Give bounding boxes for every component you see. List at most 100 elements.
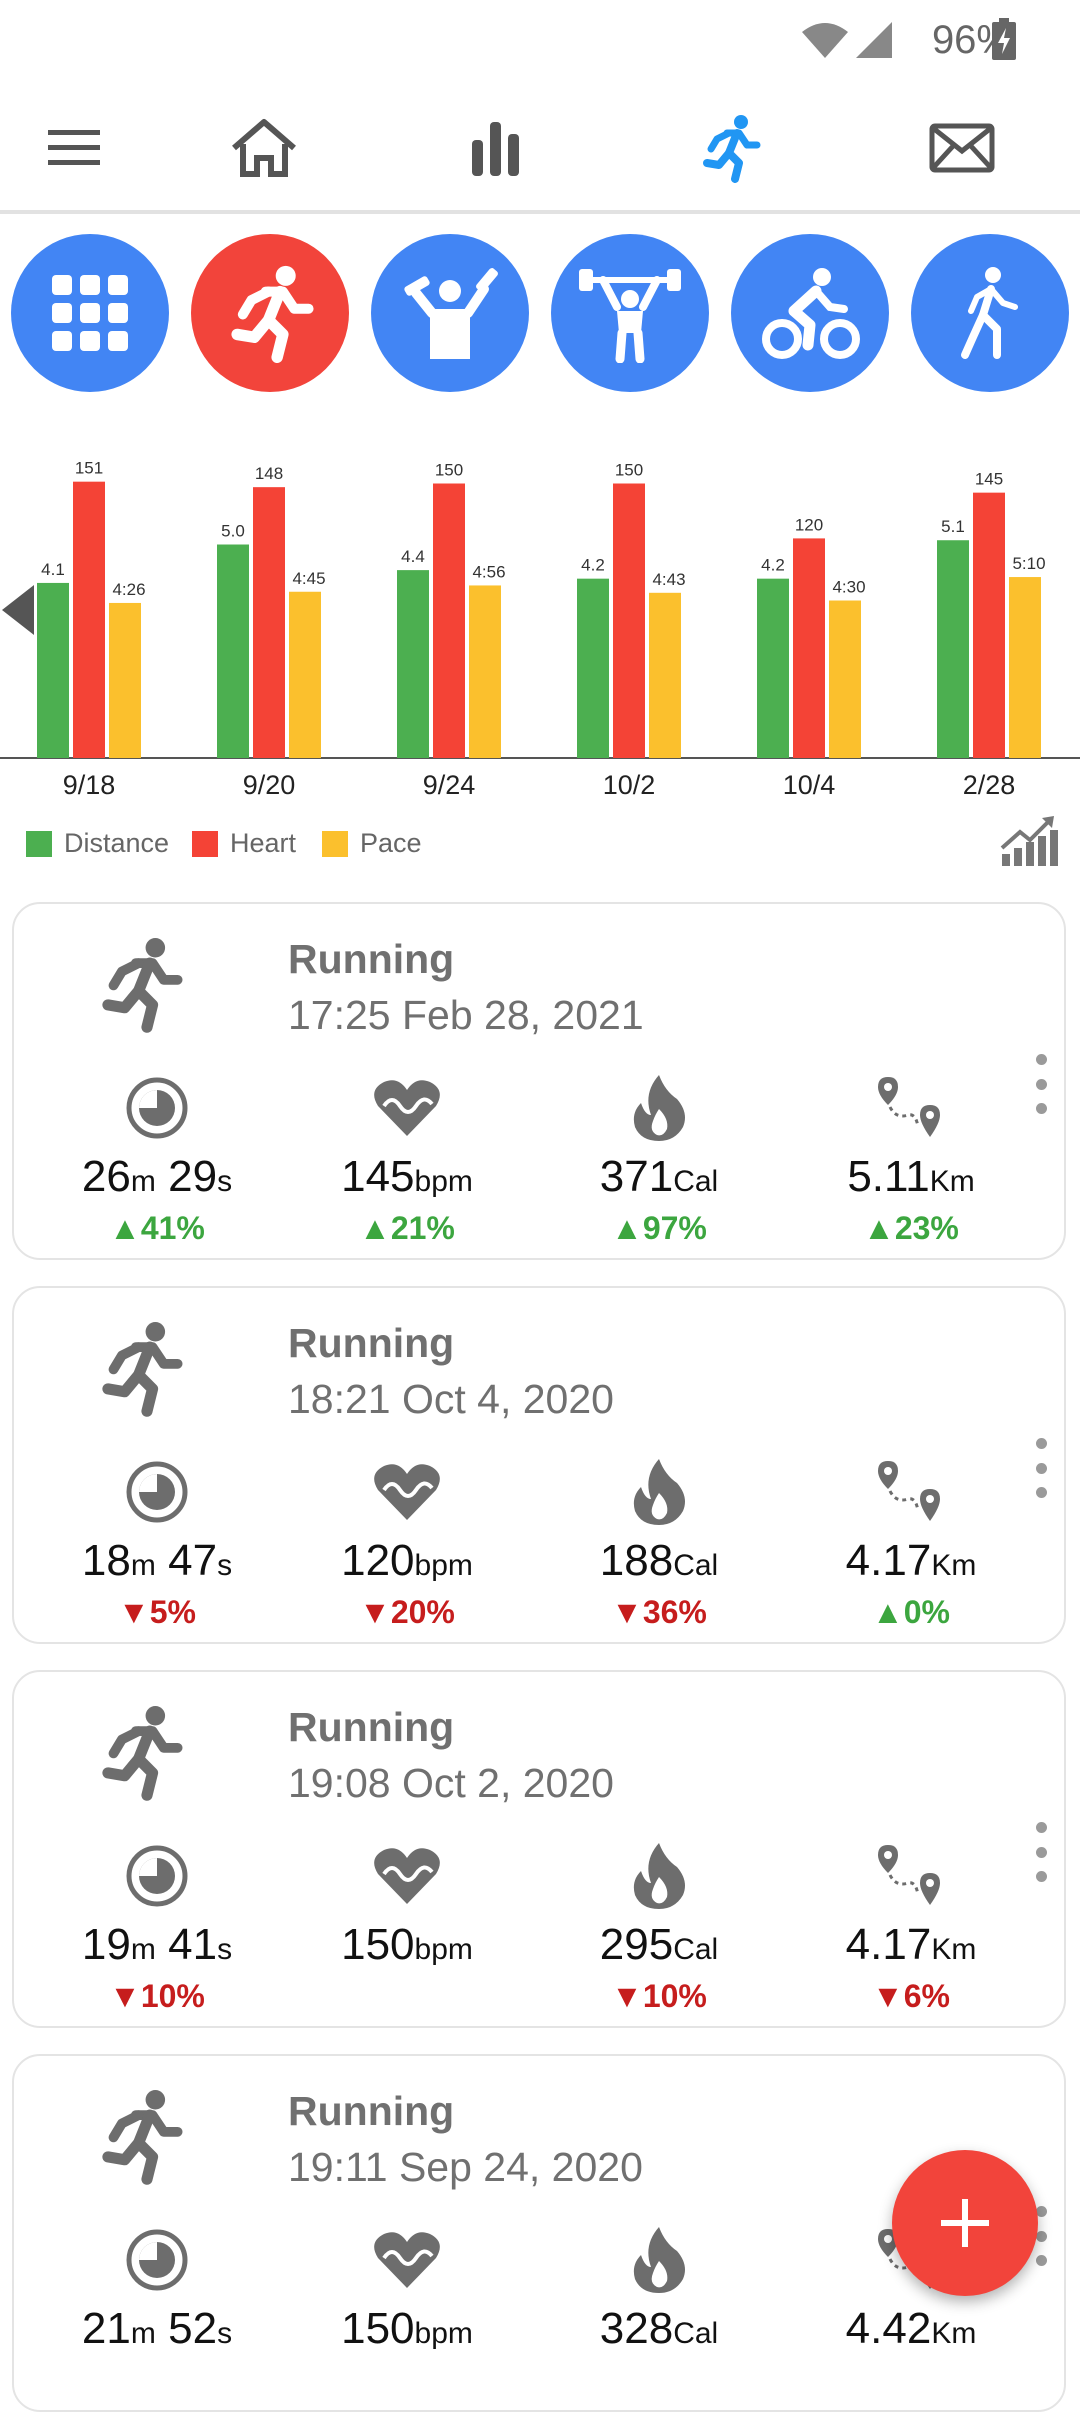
running-icon (102, 1706, 183, 1801)
bar-heart-5 (973, 492, 1005, 758)
more-options-button[interactable] (1026, 2206, 1056, 2266)
metric-icon (534, 1840, 784, 1912)
metric-icon (32, 1072, 282, 1144)
metric-value: 18m 47s (32, 1536, 282, 1586)
weightlifting-icon (579, 269, 681, 363)
activity-button[interactable] (690, 108, 770, 188)
category-all[interactable] (11, 234, 169, 392)
route-distance-icon (878, 1077, 940, 1137)
metric-number: 295 (599, 1920, 674, 1969)
bar-data-label: 5.1 (941, 517, 965, 536)
heart-rate-icon (374, 1848, 440, 1904)
metric-number: 26 (81, 1152, 131, 1201)
bar-pace-1 (289, 591, 321, 758)
metric-unit: Cal (673, 1165, 719, 1198)
bar-data-label: 4:56 (472, 562, 505, 581)
add-activity-button[interactable] (892, 2150, 1038, 2296)
metric-icon (282, 1072, 532, 1144)
status-bar: 96% (0, 0, 1080, 80)
change-arrow-down-icon: ▼ (109, 1978, 141, 2014)
menu-button[interactable] (34, 108, 114, 188)
category-weightlifting[interactable] (551, 234, 709, 392)
more-options-button[interactable] (1026, 1438, 1056, 1498)
activity-type-icon (94, 1316, 186, 1425)
all-activities-icon (52, 275, 128, 351)
activity-type-icon (94, 1700, 186, 1809)
more-dot (1035, 1438, 1047, 1449)
mail-button[interactable] (922, 108, 1002, 188)
home-button[interactable] (224, 108, 304, 188)
more-dot (1035, 1462, 1047, 1474)
trend-chart-icon[interactable] (1000, 814, 1060, 868)
metric-change: ▼6% (786, 1978, 1036, 2015)
activity-card[interactable]: Running 17:25 Feb 28, 2021 26m 29s ▲41% 145b… (12, 902, 1066, 1260)
metric-number: 19 (81, 1920, 131, 1969)
activity-date: 18:21 Oct 4, 2020 (288, 1376, 614, 1422)
bar-chart: 4.1 151 4:26 9/18 5.0 148 4:45 9/20 4.4 150 4:56 9/… (0, 459, 1080, 800)
change-arrow-up-icon: ▲ (359, 1210, 391, 1246)
legend-label: Distance (64, 828, 170, 858)
calories-flame-icon (633, 1459, 685, 1525)
category-dumbbell[interactable] (371, 234, 529, 392)
metric-value: 120bpm (282, 1536, 532, 1586)
legend-pace: Pace (322, 828, 422, 859)
bar-pace-3 (649, 592, 681, 758)
metric-value: 150bpm (282, 1920, 532, 1970)
change-arrow-down-icon: ▼ (611, 1594, 643, 1630)
running-icon (703, 115, 761, 183)
bar-data-label: 148 (255, 464, 283, 483)
metric-unit: Km (929, 1165, 975, 1198)
category-running[interactable] (191, 234, 349, 392)
x-tick-label: 10/4 (783, 770, 836, 800)
home-icon (232, 119, 296, 177)
activity-card[interactable]: Running 19:08 Oct 2, 2020 19m 41s ▼10% 150bp… (12, 1670, 1066, 2028)
category-walking[interactable] (911, 234, 1069, 392)
running-icon (102, 1322, 183, 1417)
change-percent: 5% (149, 1594, 196, 1630)
metric-change: ▼10% (32, 1978, 282, 2015)
timer-icon (126, 2229, 188, 2291)
more-dot (1035, 2230, 1047, 2242)
more-options-button[interactable] (1026, 1822, 1056, 1882)
bar-pace-2 (469, 585, 501, 758)
more-options-button[interactable] (1026, 1054, 1056, 1114)
bar-pace-4 (829, 600, 861, 758)
more-dot (1035, 1103, 1047, 1114)
bar-distance-3 (577, 578, 609, 758)
metric-heart-rate: 150bpm (282, 1840, 532, 1970)
activity-card[interactable]: Running 18:21 Oct 4, 2020 18m 47s ▼5% 120bpm… (12, 1286, 1066, 1644)
activity-title: Running (288, 936, 455, 982)
more-dot (1035, 1078, 1047, 1090)
metric-value: 150bpm (282, 2304, 532, 2354)
metric-number: 4.17 (845, 1920, 932, 1969)
metric-icon (786, 1456, 1036, 1528)
bar-data-label: 5.0 (221, 522, 245, 541)
metric-change: ▲41% (32, 1210, 282, 1247)
metric-unit-2: s (217, 1549, 233, 1582)
activity-date: 19:08 Oct 2, 2020 (288, 1760, 614, 1806)
bar-pace-0 (109, 602, 141, 758)
activity-chart: 4.1 151 4:26 9/18 5.0 148 4:45 9/20 4.4 150 4:56 9/… (0, 430, 1080, 870)
bar-data-label: 150 (435, 461, 463, 480)
chart-scroll-left-icon[interactable] (2, 585, 34, 635)
bar-data-label: 4:43 (652, 570, 685, 589)
bar-distance-0 (37, 582, 69, 758)
cycling-icon (762, 268, 860, 359)
bar-distance-1 (217, 544, 249, 758)
bar-data-label: 150 (615, 461, 643, 480)
category-cycling[interactable] (731, 234, 889, 392)
heart-rate-icon (374, 1080, 440, 1136)
metric-value: 19m 41s (32, 1920, 282, 1970)
metric-change: ▲97% (534, 1210, 784, 1247)
stats-button[interactable] (456, 108, 536, 188)
change-percent: 21% (390, 1210, 455, 1246)
legend-heart: Heart (192, 828, 296, 859)
metric-icon (282, 1840, 532, 1912)
metric-icon (32, 2224, 282, 2296)
metric-unit: Km (931, 1549, 977, 1582)
metric-value: 145bpm (282, 1152, 532, 1202)
metric-icon (534, 2224, 784, 2296)
legend-distance: Distance (26, 828, 169, 859)
metric-duration: 21m 52s (32, 2224, 282, 2354)
mail-icon (929, 123, 995, 173)
